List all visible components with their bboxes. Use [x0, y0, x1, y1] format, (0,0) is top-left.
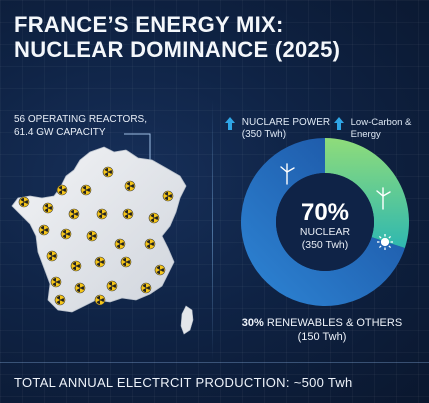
- radiation-icon: [124, 180, 136, 192]
- radiation-icon: [162, 190, 174, 202]
- wind-turbine-icon: [280, 163, 295, 185]
- nuclear-percent: 70%: [300, 199, 350, 226]
- radiation-icon: [102, 166, 114, 178]
- total-production-label: TOTAL ANNUAL ELECTRCIT PRODUCTION: ~500 …: [14, 375, 353, 390]
- radiation-icon: [50, 276, 62, 288]
- legend-low-carbon-line2: Energy: [350, 128, 381, 140]
- arrow-up-icon: [225, 117, 235, 130]
- renewables-percent: 30%: [241, 317, 264, 329]
- renewables-twh: (150 Twh): [297, 331, 347, 343]
- radiation-icon: [56, 184, 68, 196]
- radiation-icon: [144, 238, 156, 250]
- footer-divider: [0, 362, 429, 363]
- legend-low-carbon: Low-Carbon & Energy: [334, 117, 411, 140]
- page-title: FRANCE’S ENERGY MIX: NUCLEAR DOMINANCE (…: [14, 12, 414, 62]
- radiation-icon: [86, 230, 98, 242]
- donut-hole: [276, 173, 374, 271]
- radiation-icon: [54, 294, 66, 306]
- donut-slice-renewables: [325, 138, 409, 248]
- radiation-icon: [74, 282, 86, 294]
- radiation-icon: [140, 282, 152, 294]
- radiation-icon: [18, 196, 30, 208]
- title-line-2: NUCLEAR DOMINANCE (2025): [14, 37, 341, 62]
- france-outline: [11, 146, 187, 313]
- reactor-count-label: 56 OPERATING REACTORS,: [14, 114, 147, 125]
- legend-nuclear-line1: NUCLARE POWER: [241, 117, 331, 128]
- radiation-icon: [80, 184, 92, 196]
- corsica-outline: [180, 305, 194, 335]
- legend-low-carbon-line1: Low-Carbon &: [350, 117, 412, 128]
- capacity-label: 61.4 GW CAPACITY: [14, 127, 106, 138]
- radiation-icon: [120, 256, 132, 268]
- renewables-name: RENEWABLES & OTHERS: [266, 317, 403, 329]
- radiation-icon: [60, 228, 72, 240]
- radiation-icon: [148, 212, 160, 224]
- reactor-summary: 56 OPERATING REACTORS, 61.4 GW CAPACITY: [14, 113, 147, 139]
- nuclear-twh: (350 Twh): [301, 239, 349, 251]
- radiation-icon: [96, 208, 108, 220]
- renewables-label: 30% RENEWABLES & OTHERS (150 Twh): [222, 316, 422, 344]
- panel-divider: [212, 100, 213, 362]
- nuclear-label: NUCLEAR: [299, 226, 351, 238]
- radiation-icon: [154, 264, 166, 276]
- france-map: [11, 133, 194, 335]
- legend-nuclear: NUCLARE POWER (350 Twh): [225, 117, 330, 141]
- donut-slice-nuclear: [241, 138, 405, 306]
- title-line-1: FRANCE’S ENERGY MIX:: [14, 12, 284, 37]
- radiation-icon: [94, 294, 106, 306]
- radiation-icon: [114, 238, 126, 250]
- radiation-icon: [106, 280, 118, 292]
- wind-turbine-icon: [376, 187, 391, 210]
- reactor-leader-line: [124, 133, 151, 166]
- radiation-icon: [94, 256, 106, 268]
- donut-center-label: 70% NUCLEAR (350 Twh): [265, 200, 385, 252]
- arrow-up-icon: [334, 117, 344, 130]
- radiation-icon: [68, 208, 80, 220]
- radiation-icon: [46, 250, 58, 262]
- sun-icon: [377, 234, 393, 250]
- radiation-icon: [42, 202, 54, 214]
- radiation-icon: [38, 224, 50, 236]
- energy-donut-chart: [241, 138, 409, 306]
- radiation-icon: [70, 260, 82, 272]
- legend-nuclear-line2: (350 Twh): [241, 129, 287, 140]
- radiation-icon: [122, 208, 134, 220]
